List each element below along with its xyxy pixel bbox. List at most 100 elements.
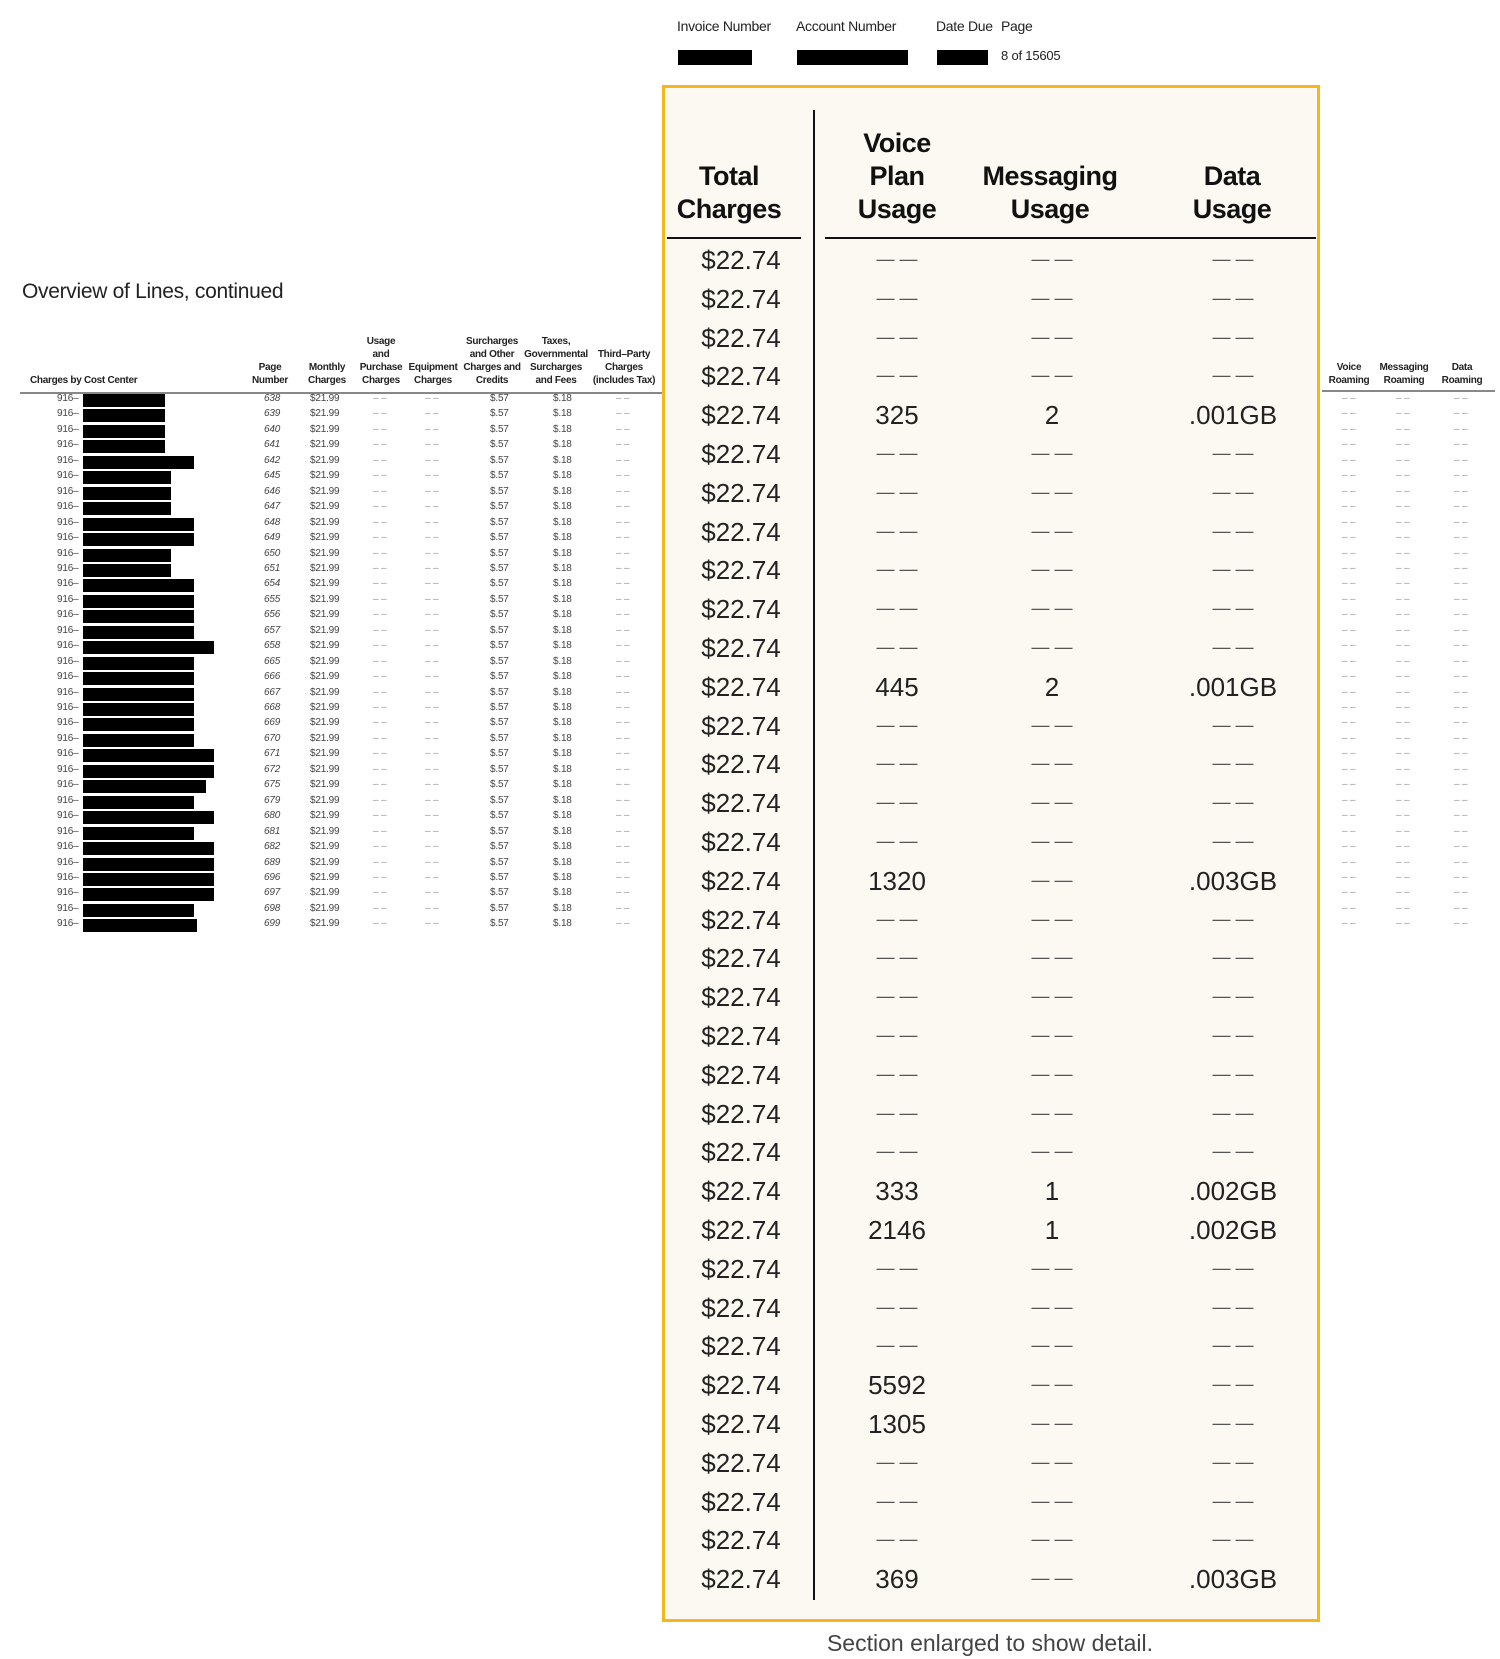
total-charges: $22.74 xyxy=(701,904,781,935)
page-number: 655 xyxy=(264,593,281,605)
surcharges: $.57 xyxy=(490,717,509,729)
taxes: $.18 xyxy=(553,887,572,899)
line-prefix: 916– xyxy=(57,717,79,729)
line-prefix: 916– xyxy=(57,532,79,544)
line-number-redaction xyxy=(83,842,214,856)
data-roaming: – – xyxy=(1454,794,1468,806)
total-charges: $22.74 xyxy=(701,1021,781,1051)
page-number: 682 xyxy=(264,841,281,853)
usage-voice: 369 xyxy=(875,1564,919,1595)
equipment-charges: – – xyxy=(425,841,439,853)
total-charges: $22.74 xyxy=(701,1370,781,1401)
third-party-charges: – – xyxy=(616,547,630,559)
total-charges: $22.74 xyxy=(701,400,781,431)
surcharges: $.57 xyxy=(490,655,509,667)
usage-header-rule xyxy=(825,237,1316,239)
col-header-taxes: Taxes, Governmental Surcharges and Fees xyxy=(524,336,588,386)
line-prefix: 916– xyxy=(57,763,79,775)
total-charges: $22.74 xyxy=(701,1525,781,1556)
surcharges: $.57 xyxy=(490,578,509,590)
taxes: $.18 xyxy=(553,547,572,559)
surcharges: $.57 xyxy=(490,516,509,528)
equipment-charges: – – xyxy=(425,810,439,822)
page-number: 651 xyxy=(264,562,281,574)
page-number: 658 xyxy=(264,640,281,652)
usage-charges: – – xyxy=(373,856,387,868)
page-number: 675 xyxy=(264,779,281,791)
enlarged-caption: Section enlarged to show detail. xyxy=(826,1630,1154,1656)
usage-charges: – – xyxy=(373,532,387,544)
line-prefix: 916– xyxy=(57,454,79,466)
usage-msg-empty: — — xyxy=(1031,753,1073,774)
col-header-monthly: Monthly Charges xyxy=(308,362,346,386)
usage-data: .002GB xyxy=(1188,1215,1278,1245)
third-party-charges: – – xyxy=(616,516,630,528)
usage-charges: – – xyxy=(373,748,387,760)
taxes: $.18 xyxy=(553,439,572,451)
usage-data-empty: — — xyxy=(1212,1141,1254,1162)
total-charges: $22.74 xyxy=(701,788,781,819)
voice-roaming: – – xyxy=(1342,562,1356,574)
data-roaming: – – xyxy=(1454,624,1468,636)
messaging-roaming: – – xyxy=(1396,470,1410,482)
line-number-redaction xyxy=(83,533,194,547)
surcharges: $.57 xyxy=(490,624,509,636)
line-number-redaction xyxy=(83,641,214,655)
taxes: $.18 xyxy=(553,485,572,497)
line-prefix: 916– xyxy=(57,887,79,899)
usage-charges: – – xyxy=(373,871,387,883)
total-charges: $22.74 xyxy=(701,749,781,780)
messaging-roaming: – – xyxy=(1396,871,1410,883)
messaging-roaming: – – xyxy=(1396,841,1410,853)
data-roaming: – – xyxy=(1454,763,1468,775)
messaging-roaming: – – xyxy=(1396,532,1410,544)
usage-voice-empty: — — xyxy=(876,908,918,929)
taxes: $.18 xyxy=(553,702,572,713)
usage-msg-empty: — — xyxy=(1031,1141,1073,1162)
equipment-charges: – – xyxy=(425,825,439,837)
data-roaming: – – xyxy=(1454,609,1468,621)
total-charges: $22.74 xyxy=(701,477,781,508)
line-number-redaction xyxy=(83,718,194,732)
surcharges: $.57 xyxy=(490,485,509,497)
monthly-charges: $21.99 xyxy=(310,702,340,713)
total-charges: $22.74 xyxy=(701,827,781,857)
third-party-charges: – – xyxy=(616,856,630,868)
data-roaming: – – xyxy=(1454,393,1468,404)
third-party-charges: – – xyxy=(616,779,630,791)
line-number-redaction xyxy=(83,563,171,577)
data-roaming: – – xyxy=(1454,516,1468,528)
usage-charges: – – xyxy=(373,393,387,404)
data-roaming: – – xyxy=(1454,532,1468,544)
total-charges: $22.74 xyxy=(701,555,781,586)
messaging-roaming: – – xyxy=(1396,609,1410,621)
data-roaming: – – xyxy=(1454,717,1468,729)
usage-charges: – – xyxy=(373,702,387,713)
page-number: 666 xyxy=(264,671,281,683)
third-party-charges: – – xyxy=(616,671,630,683)
voice-roaming: – – xyxy=(1342,393,1356,404)
usage-data-empty: — — xyxy=(1212,637,1254,657)
data-roaming: – – xyxy=(1454,485,1468,497)
usage-voice: 333 xyxy=(875,1176,919,1207)
third-party-charges: – – xyxy=(616,748,630,760)
account-number-redaction xyxy=(797,50,908,65)
line-number-redaction xyxy=(83,903,194,917)
equipment-charges: – – xyxy=(425,547,439,559)
usage-voice-empty: — — xyxy=(876,559,918,580)
taxes: $.18 xyxy=(553,748,572,760)
page-number: 698 xyxy=(264,902,281,914)
equipment-charges: – – xyxy=(425,794,439,806)
surcharges: $.57 xyxy=(490,408,509,420)
usage-msg-empty: — — xyxy=(1031,1490,1073,1511)
total-charges: $22.74 xyxy=(701,633,781,663)
data-roaming: – – xyxy=(1454,918,1468,930)
third-party-charges: – – xyxy=(616,918,630,930)
surcharges: $.57 xyxy=(490,856,509,868)
taxes: $.18 xyxy=(553,640,572,652)
line-number-redaction xyxy=(83,780,206,794)
third-party-charges: – – xyxy=(616,841,630,853)
voice-roaming: – – xyxy=(1342,501,1356,513)
line-prefix: 916– xyxy=(57,825,79,837)
voice-roaming: – – xyxy=(1342,810,1356,822)
